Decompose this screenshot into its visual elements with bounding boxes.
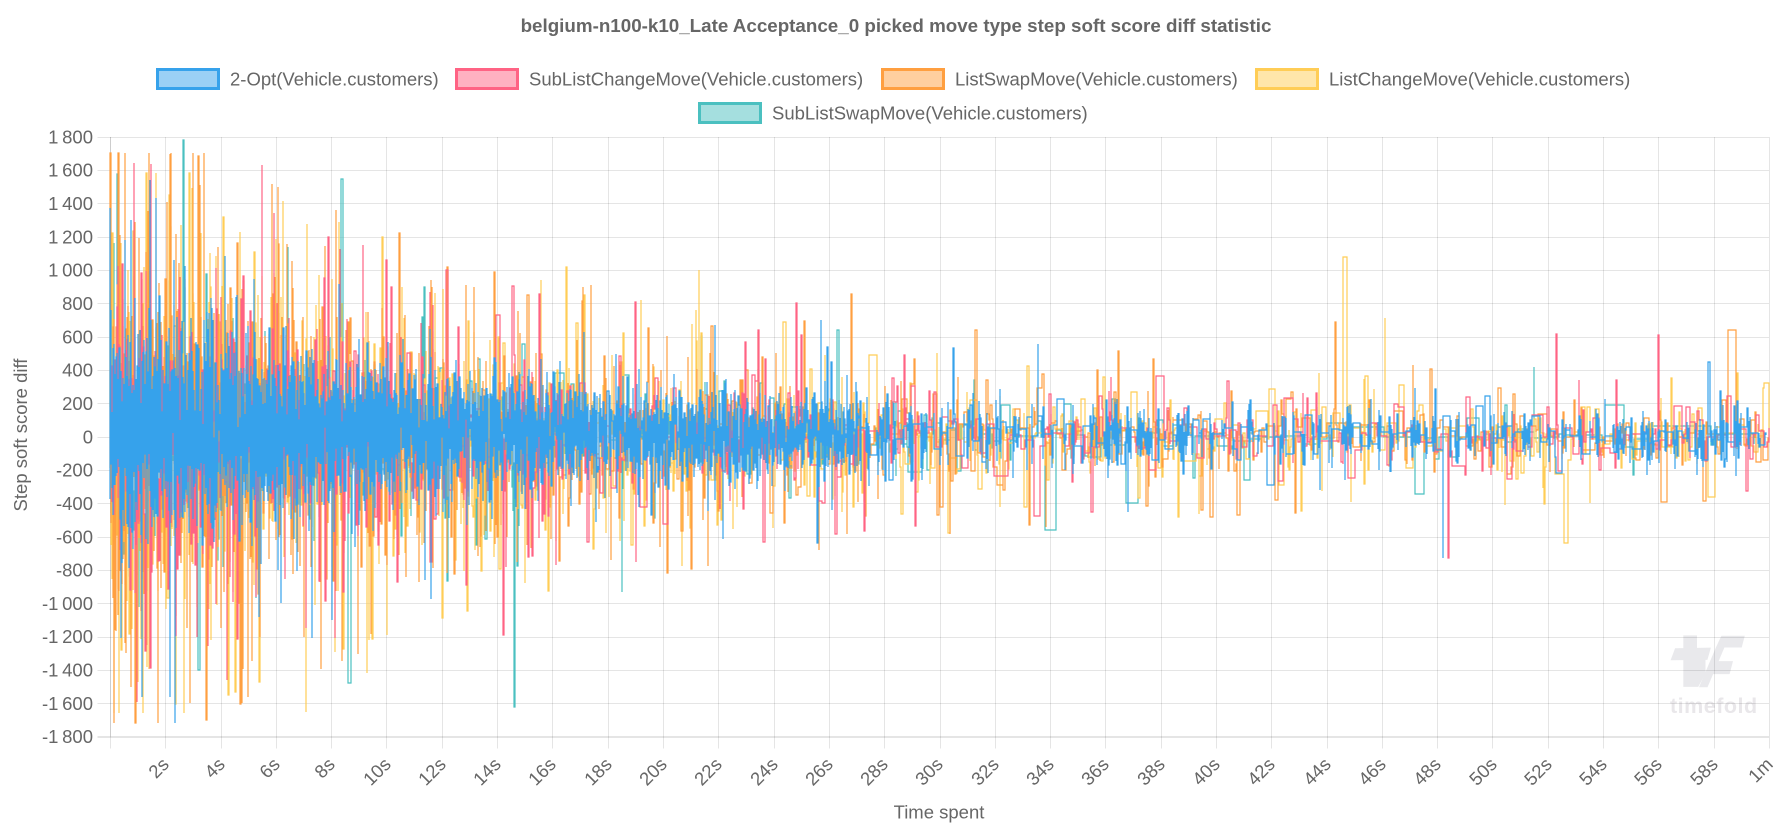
svg-text:-1 200: -1 200 — [42, 626, 93, 647]
svg-text:0: 0 — [83, 426, 93, 447]
svg-text:800: 800 — [62, 293, 93, 314]
svg-text:-1 800: -1 800 — [42, 726, 93, 747]
svg-text:2-Opt(Vehicle.customers): 2-Opt(Vehicle.customers) — [230, 69, 439, 90]
svg-text:SubListChangeMove(Vehicle.cust: SubListChangeMove(Vehicle.customers) — [529, 69, 863, 90]
svg-text:600: 600 — [62, 326, 93, 347]
svg-text:-800: -800 — [56, 560, 93, 581]
svg-text:-200: -200 — [56, 460, 93, 481]
svg-text:1 400: 1 400 — [48, 193, 93, 214]
svg-text:-1 400: -1 400 — [42, 660, 93, 681]
svg-text:-600: -600 — [56, 526, 93, 547]
svg-text:-400: -400 — [56, 493, 93, 514]
svg-text:SubListSwapMove(Vehicle.custom: SubListSwapMove(Vehicle.customers) — [772, 103, 1088, 124]
svg-text:1 800: 1 800 — [48, 126, 93, 147]
svg-text:Time spent: Time spent — [894, 802, 985, 823]
svg-text:-1 000: -1 000 — [42, 593, 93, 614]
svg-text:ListSwapMove(Vehicle.customers: ListSwapMove(Vehicle.customers) — [955, 69, 1238, 90]
svg-text:timefold: timefold — [1670, 694, 1758, 718]
svg-text:-1 600: -1 600 — [42, 693, 93, 714]
svg-text:400: 400 — [62, 360, 93, 381]
svg-text:1 200: 1 200 — [48, 226, 93, 247]
svg-text:ListChangeMove(Vehicle.custome: ListChangeMove(Vehicle.customers) — [1329, 69, 1630, 90]
svg-text:Step soft score diff: Step soft score diff — [10, 358, 31, 512]
svg-text:200: 200 — [62, 393, 93, 414]
svg-text:belgium-n100-k10_Late Acceptan: belgium-n100-k10_Late Acceptance_0 picke… — [521, 15, 1272, 36]
svg-text:1 600: 1 600 — [48, 160, 93, 181]
svg-text:1 000: 1 000 — [48, 260, 93, 281]
